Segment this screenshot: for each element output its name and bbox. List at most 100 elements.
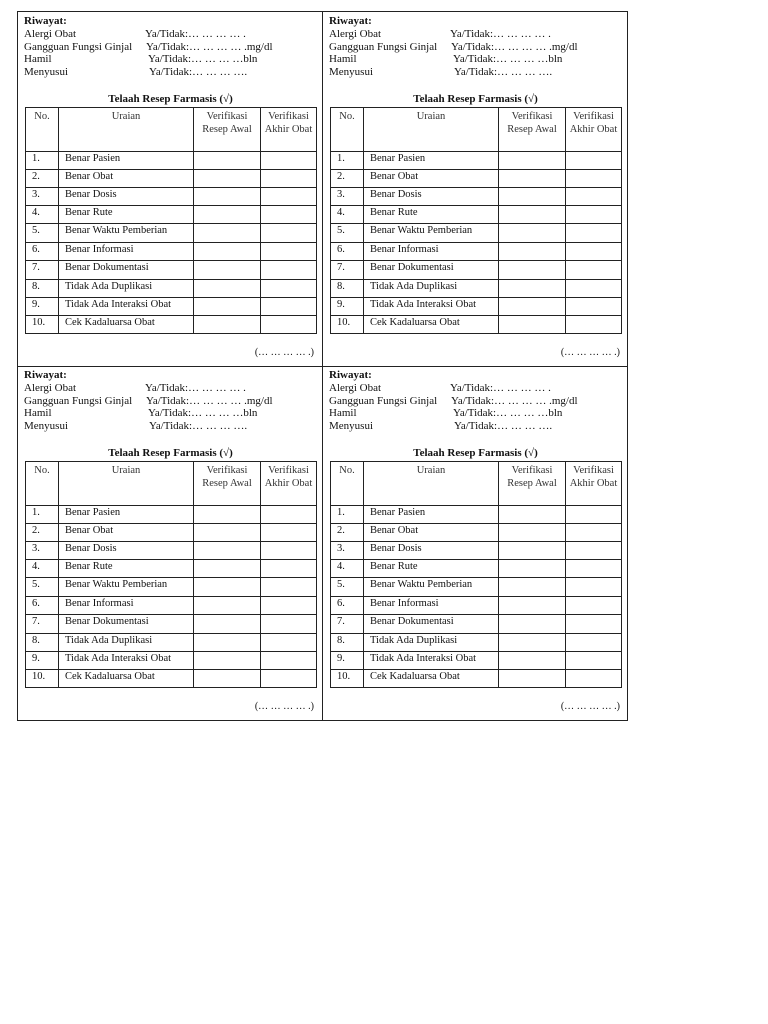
verif-awal-cell[interactable]: [498, 669, 566, 688]
history-value[interactable]: Ya/Tidak:… … … ….: [149, 420, 248, 433]
verif-akhir-cell[interactable]: [260, 205, 317, 224]
verif-awal-cell[interactable]: [498, 523, 566, 542]
verif-akhir-cell[interactable]: [260, 669, 317, 688]
verif-akhir-cell[interactable]: [565, 596, 622, 615]
row-number: 4.: [25, 205, 59, 224]
verif-akhir-cell[interactable]: [565, 151, 622, 170]
verif-awal-cell[interactable]: [193, 651, 261, 670]
history-value[interactable]: Ya/Tidak:… … … … .mg/dl: [451, 40, 578, 53]
history-value[interactable]: Ya/Tidak:… … … … .: [145, 27, 246, 40]
verif-awal-cell[interactable]: [498, 596, 566, 615]
verif-awal-cell[interactable]: [498, 541, 566, 560]
verif-awal-cell[interactable]: [498, 614, 566, 634]
verif-awal-cell[interactable]: [498, 260, 566, 280]
verif-akhir-cell[interactable]: [260, 505, 317, 524]
verif-awal-cell[interactable]: [498, 315, 566, 334]
verif-akhir-cell[interactable]: [260, 633, 317, 652]
verif-akhir-cell[interactable]: [565, 279, 622, 298]
verif-akhir-cell[interactable]: [260, 187, 317, 206]
table-title: Telaah Resep Farmasis (√): [413, 447, 538, 459]
history-value[interactable]: Ya/Tidak:… … … ….: [149, 66, 248, 79]
verif-akhir-cell[interactable]: [260, 151, 317, 170]
history-value[interactable]: Ya/Tidak:… … … … .mg/dl: [146, 40, 273, 53]
verif-awal-cell[interactable]: [193, 279, 261, 298]
verif-awal-cell[interactable]: [498, 279, 566, 298]
verif-akhir-cell[interactable]: [565, 169, 622, 188]
verif-akhir-cell[interactable]: [565, 260, 622, 280]
history-value[interactable]: Ya/Tidak:… … … …bln: [453, 407, 563, 420]
verif-awal-cell[interactable]: [498, 505, 566, 524]
verif-awal-cell[interactable]: [498, 187, 566, 206]
history-value[interactable]: Ya/Tidak:… … … ….: [454, 66, 553, 79]
verif-akhir-cell[interactable]: [565, 633, 622, 652]
verif-awal-cell[interactable]: [193, 297, 261, 316]
history-value[interactable]: Ya/Tidak:… … … … .: [145, 381, 246, 394]
verif-akhir-cell[interactable]: [565, 669, 622, 688]
verif-akhir-cell[interactable]: [565, 223, 622, 243]
verif-akhir-cell[interactable]: [565, 205, 622, 224]
verif-akhir-cell[interactable]: [260, 559, 317, 578]
verif-awal-cell[interactable]: [193, 151, 261, 170]
verif-akhir-cell[interactable]: [260, 260, 317, 280]
verif-akhir-cell[interactable]: [260, 541, 317, 560]
verif-awal-cell[interactable]: [498, 633, 566, 652]
verif-akhir-cell[interactable]: [565, 559, 622, 578]
verif-akhir-cell[interactable]: [260, 279, 317, 298]
history-value[interactable]: Ya/Tidak:… … … …bln: [148, 407, 258, 420]
history-value[interactable]: Ya/Tidak:… … … … .mg/dl: [146, 394, 273, 407]
verif-akhir-cell[interactable]: [565, 651, 622, 670]
verif-awal-cell[interactable]: [193, 169, 261, 188]
verif-awal-cell[interactable]: [498, 169, 566, 188]
verif-awal-cell[interactable]: [498, 651, 566, 670]
verif-awal-cell[interactable]: [193, 205, 261, 224]
verif-akhir-cell[interactable]: [260, 523, 317, 542]
verif-awal-cell[interactable]: [193, 596, 261, 615]
verif-awal-cell[interactable]: [193, 260, 261, 280]
verif-awal-cell[interactable]: [193, 633, 261, 652]
verif-awal-cell[interactable]: [498, 205, 566, 224]
verif-akhir-cell[interactable]: [565, 541, 622, 560]
verif-awal-cell[interactable]: [193, 523, 261, 542]
verif-akhir-cell[interactable]: [260, 651, 317, 670]
verif-awal-cell[interactable]: [193, 223, 261, 243]
verif-akhir-cell[interactable]: [565, 187, 622, 206]
verif-awal-cell[interactable]: [498, 559, 566, 578]
verif-awal-cell[interactable]: [498, 151, 566, 170]
verif-awal-cell[interactable]: [193, 505, 261, 524]
verif-awal-cell[interactable]: [193, 559, 261, 578]
verif-akhir-cell[interactable]: [565, 242, 622, 261]
verif-awal-cell[interactable]: [498, 577, 566, 597]
verif-akhir-cell[interactable]: [565, 297, 622, 316]
verif-awal-cell[interactable]: [193, 669, 261, 688]
verif-akhir-cell[interactable]: [260, 614, 317, 634]
verif-akhir-cell[interactable]: [565, 505, 622, 524]
verif-awal-cell[interactable]: [193, 187, 261, 206]
verif-akhir-cell[interactable]: [565, 614, 622, 634]
history-value[interactable]: Ya/Tidak:… … … …bln: [148, 53, 258, 66]
history-value[interactable]: Ya/Tidak:… … … …bln: [453, 53, 563, 66]
history-value[interactable]: Ya/Tidak:… … … ….: [454, 420, 553, 433]
history-value[interactable]: Ya/Tidak:… … … … .: [450, 381, 551, 394]
verif-akhir-cell[interactable]: [260, 223, 317, 243]
history-label: Alergi Obat: [329, 381, 382, 394]
verif-awal-cell[interactable]: [193, 242, 261, 261]
verif-akhir-cell[interactable]: [260, 577, 317, 597]
verif-awal-cell[interactable]: [498, 223, 566, 243]
verif-awal-cell[interactable]: [193, 315, 261, 334]
verif-akhir-cell[interactable]: [565, 523, 622, 542]
verif-akhir-cell[interactable]: [260, 297, 317, 316]
verif-akhir-cell[interactable]: [260, 242, 317, 261]
verif-akhir-cell[interactable]: [565, 315, 622, 334]
row-description: Benar Dosis: [363, 541, 499, 560]
verif-awal-cell[interactable]: [193, 577, 261, 597]
verif-akhir-cell[interactable]: [260, 315, 317, 334]
verif-akhir-cell[interactable]: [260, 169, 317, 188]
history-value[interactable]: Ya/Tidak:… … … … .mg/dl: [451, 394, 578, 407]
verif-awal-cell[interactable]: [193, 541, 261, 560]
verif-akhir-cell[interactable]: [565, 577, 622, 597]
history-value[interactable]: Ya/Tidak:… … … … .: [450, 27, 551, 40]
verif-awal-cell[interactable]: [193, 614, 261, 634]
verif-awal-cell[interactable]: [498, 297, 566, 316]
verif-akhir-cell[interactable]: [260, 596, 317, 615]
verif-awal-cell[interactable]: [498, 242, 566, 261]
